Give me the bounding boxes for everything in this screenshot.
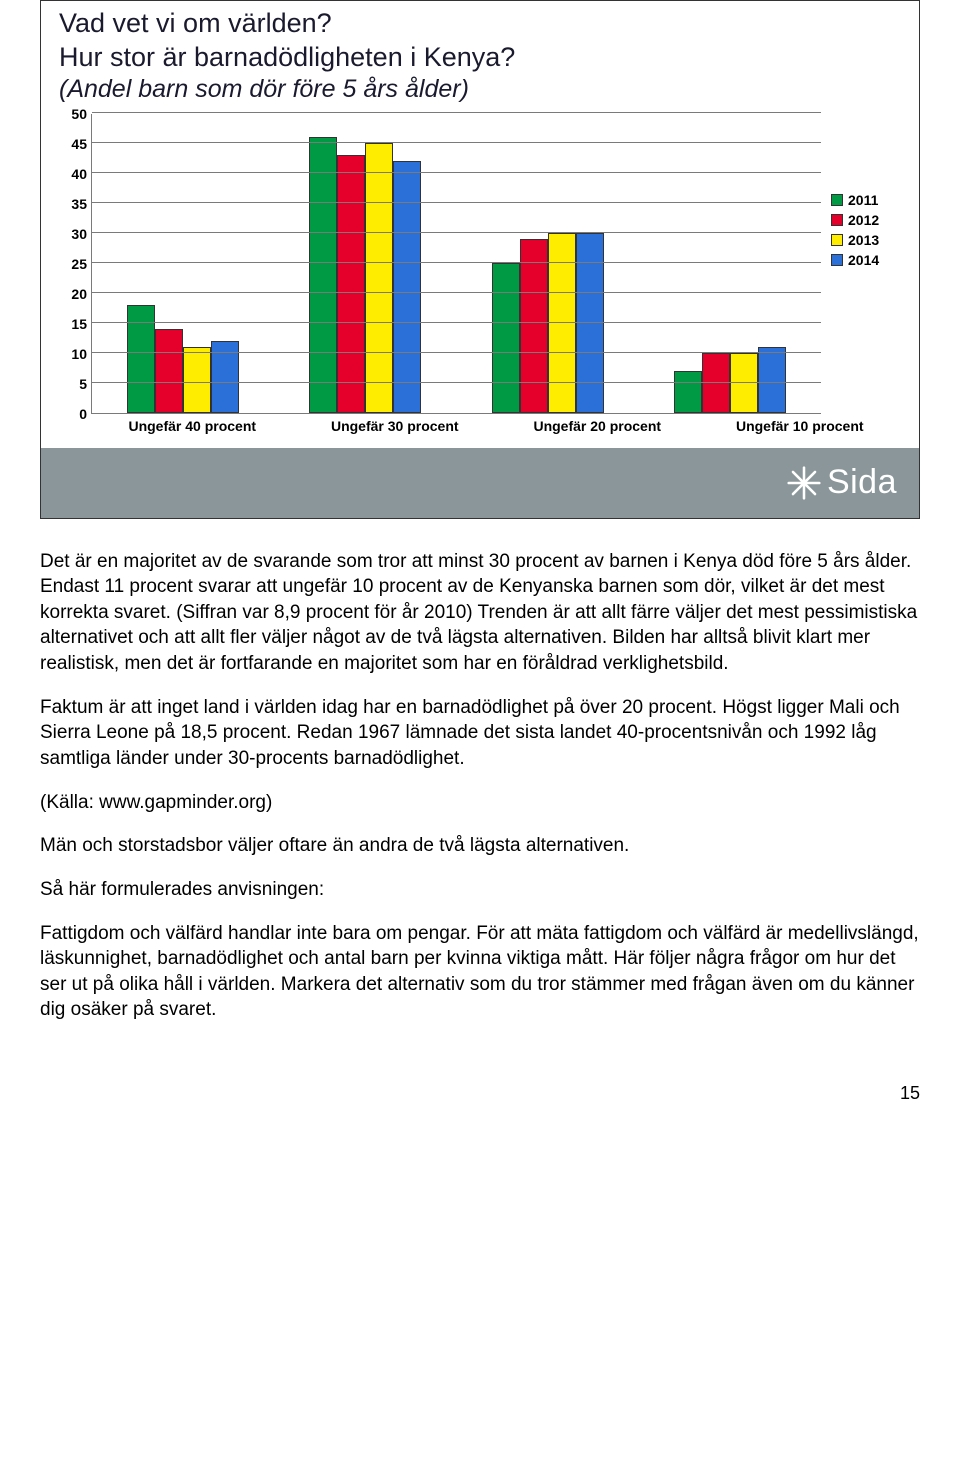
bar bbox=[492, 263, 520, 413]
y-tick-label: 40 bbox=[71, 166, 87, 182]
gridline bbox=[92, 262, 821, 263]
bar bbox=[520, 239, 548, 412]
legend-item: 2011 bbox=[831, 192, 901, 208]
y-tick-label: 0 bbox=[79, 406, 87, 422]
bar bbox=[674, 371, 702, 413]
sida-logo: Sida bbox=[787, 463, 897, 502]
gridline bbox=[92, 352, 821, 353]
legend-swatch bbox=[831, 234, 843, 246]
chart-titles: Vad vet vi om världen? Hur stor är barna… bbox=[59, 1, 901, 104]
legend-label: 2011 bbox=[848, 192, 878, 208]
slide-container: Vad vet vi om världen? Hur stor är barna… bbox=[40, 0, 920, 519]
page-number: 15 bbox=[0, 1083, 920, 1104]
slide-footer: Sida bbox=[41, 448, 919, 518]
chart-title-line1: Vad vet vi om världen? bbox=[59, 7, 901, 41]
bar bbox=[576, 233, 604, 412]
gridline bbox=[92, 112, 821, 113]
legend-label: 2014 bbox=[848, 252, 879, 268]
y-tick-label: 20 bbox=[71, 286, 87, 302]
legend-swatch bbox=[831, 214, 843, 226]
sida-mark-icon bbox=[787, 466, 821, 500]
bar bbox=[758, 347, 786, 413]
y-tick-label: 50 bbox=[71, 106, 87, 122]
paragraph-6: Fattigdom och välfärd handlar inte bara … bbox=[40, 921, 920, 1024]
y-tick-label: 30 bbox=[71, 226, 87, 242]
legend-swatch bbox=[831, 254, 843, 266]
bar-group bbox=[285, 114, 445, 413]
gridline bbox=[92, 202, 821, 203]
bar bbox=[365, 143, 393, 412]
bar-group bbox=[103, 114, 263, 413]
y-axis: 05101520253035404550 bbox=[59, 114, 91, 414]
y-tick-label: 35 bbox=[71, 196, 87, 212]
legend-item: 2013 bbox=[831, 232, 901, 248]
legend-label: 2012 bbox=[848, 212, 879, 228]
bar bbox=[702, 353, 730, 413]
y-tick-label: 10 bbox=[71, 346, 87, 362]
chart-title-line2: Hur stor är barnadödligheten i Kenya? bbox=[59, 41, 901, 75]
bar bbox=[393, 161, 421, 412]
legend: 2011 2012 2013 2014 bbox=[821, 184, 901, 272]
y-tick-label: 15 bbox=[71, 316, 87, 332]
x-axis-label: Ungefär 30 procent bbox=[306, 418, 484, 434]
legend-label: 2013 bbox=[848, 232, 879, 248]
sida-logo-text: Sida bbox=[827, 463, 897, 502]
bar-group bbox=[467, 114, 627, 413]
bars-layer bbox=[92, 114, 821, 413]
y-tick-label: 5 bbox=[79, 376, 87, 392]
gridline bbox=[92, 232, 821, 233]
plot-area bbox=[91, 114, 821, 414]
bar bbox=[155, 329, 183, 413]
gridline bbox=[92, 322, 821, 323]
chart-plot: 05101520253035404550 bbox=[59, 114, 821, 414]
bar bbox=[183, 347, 211, 413]
x-axis-label: Ungefär 40 procent bbox=[103, 418, 281, 434]
bar bbox=[730, 353, 758, 413]
gridline bbox=[92, 292, 821, 293]
gridline bbox=[92, 142, 821, 143]
bar-group bbox=[650, 114, 810, 413]
gridline bbox=[92, 172, 821, 173]
y-tick-label: 45 bbox=[71, 136, 87, 152]
legend-item: 2014 bbox=[831, 252, 901, 268]
x-axis-label: Ungefär 10 procent bbox=[711, 418, 889, 434]
legend-item: 2012 bbox=[831, 212, 901, 228]
x-axis-label: Ungefär 20 procent bbox=[508, 418, 686, 434]
chart-panel: Vad vet vi om världen? Hur stor är barna… bbox=[41, 1, 919, 448]
legend-swatch bbox=[831, 194, 843, 206]
paragraph-2: Faktum är att inget land i världen idag … bbox=[40, 695, 920, 772]
chart-subtitle: (Andel barn som dör före 5 års ålder) bbox=[59, 75, 901, 104]
bar bbox=[309, 137, 337, 412]
x-axis-labels: Ungefär 40 procent Ungefär 30 procent Unge… bbox=[91, 414, 901, 434]
paragraph-1: Det är en majoritet av de svarande som t… bbox=[40, 549, 920, 677]
chart-body: 05101520253035404550 2011201220132014 bbox=[59, 114, 901, 414]
body-text: Det är en majoritet av de svarande som t… bbox=[40, 549, 920, 1024]
y-tick-label: 25 bbox=[71, 256, 87, 272]
paragraph-3: (Källa: www.gapminder.org) bbox=[40, 790, 920, 816]
paragraph-4: Män och storstadsbor väljer oftare än an… bbox=[40, 833, 920, 859]
bar bbox=[337, 155, 365, 412]
paragraph-5: Så här formulerades anvisningen: bbox=[40, 877, 920, 903]
gridline bbox=[92, 382, 821, 383]
bar bbox=[548, 233, 576, 412]
